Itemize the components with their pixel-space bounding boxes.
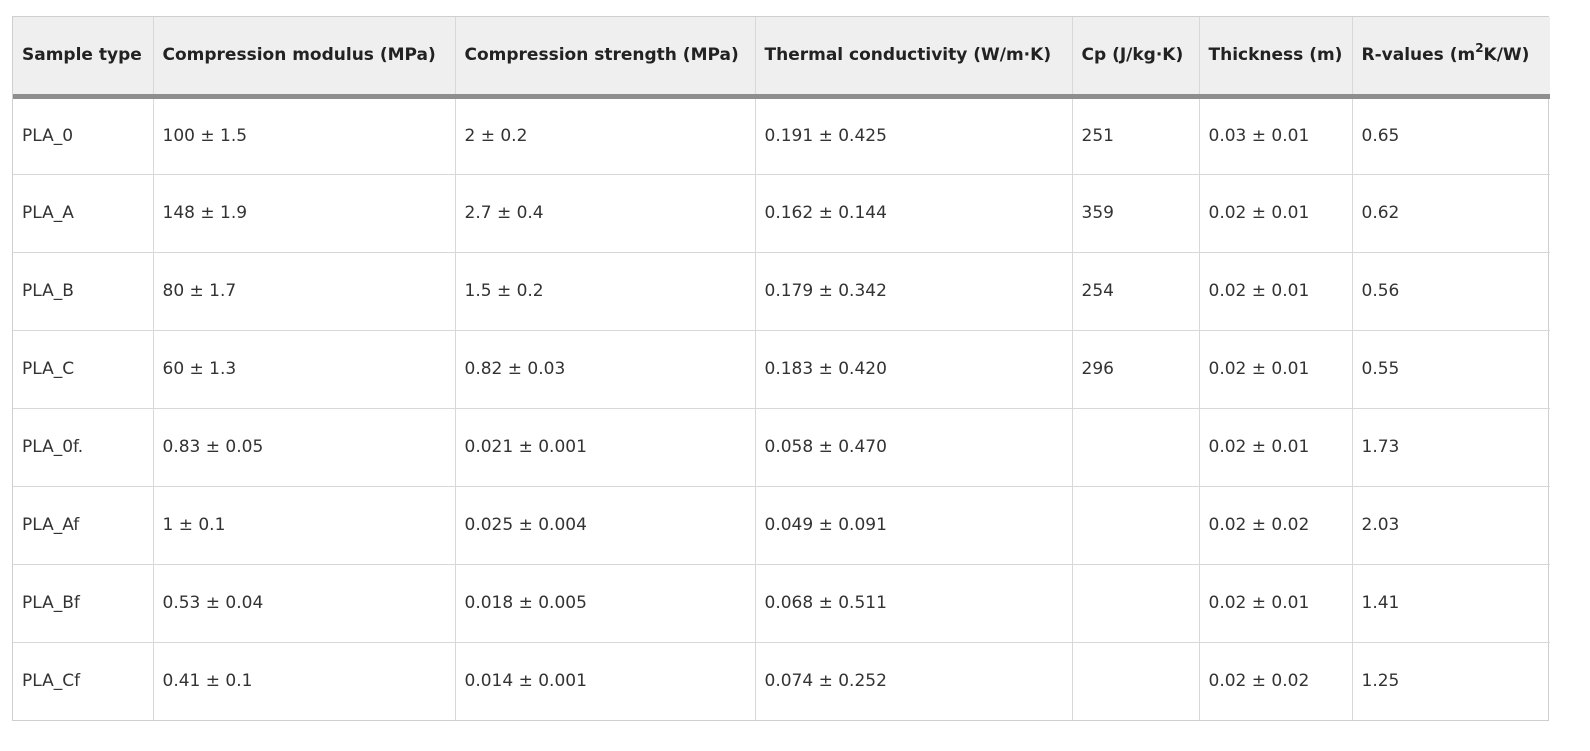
cell-compression-strength: 2 ± 0.2: [455, 96, 756, 175]
cell-compression-strength: 0.021 ± 0.001: [455, 408, 756, 487]
cell-thermal-conductivity: 0.162 ± 0.144: [755, 174, 1073, 253]
table-row: PLA_Cf 0.41 ± 0.1 0.014 ± 0.001 0.074 ± …: [13, 642, 1550, 720]
cell-cp: [1072, 642, 1200, 720]
cell-cp: 251: [1072, 96, 1200, 175]
header-r-values-prefix: R-values (m: [1361, 45, 1476, 66]
cell-cp: 254: [1072, 252, 1200, 331]
table-row: PLA_B 80 ± 1.7 1.5 ± 0.2 0.179 ± 0.342 2…: [13, 252, 1550, 331]
table-row: PLA_Bf 0.53 ± 0.04 0.018 ± 0.005 0.068 ±…: [13, 564, 1550, 643]
header-sample-type: Sample type: [13, 17, 154, 99]
cell-compression-strength: 0.82 ± 0.03: [455, 330, 756, 409]
header-cp: Cp (J/kg·K): [1072, 17, 1200, 99]
cell-thickness: 0.02 ± 0.01: [1199, 252, 1353, 331]
table-row: PLA_A 148 ± 1.9 2.7 ± 0.4 0.162 ± 0.144 …: [13, 174, 1550, 253]
header-thermal-conductivity: Thermal conductivity (W/m·K): [755, 17, 1073, 99]
cell-r-value: 0.55: [1352, 330, 1550, 409]
cell-cp: [1072, 408, 1200, 487]
cell-sample-type: PLA_0f.: [13, 408, 154, 487]
cell-r-value: 1.41: [1352, 564, 1550, 643]
cell-thermal-conductivity: 0.183 ± 0.420: [755, 330, 1073, 409]
header-thickness: Thickness (m): [1199, 17, 1353, 99]
cell-sample-type: PLA_B: [13, 252, 154, 331]
cell-sample-type: PLA_A: [13, 174, 154, 253]
cell-compression-strength: 0.018 ± 0.005: [455, 564, 756, 643]
header-row: Sample type Compression modulus (MPa) Co…: [13, 17, 1550, 99]
cell-thermal-conductivity: 0.074 ± 0.252: [755, 642, 1073, 720]
table-row: PLA_C 60 ± 1.3 0.82 ± 0.03 0.183 ± 0.420…: [13, 330, 1550, 409]
cell-compression-modulus: 148 ± 1.9: [153, 174, 456, 253]
cell-compression-modulus: 0.53 ± 0.04: [153, 564, 456, 643]
cell-thickness: 0.02 ± 0.01: [1199, 330, 1353, 409]
cell-thickness: 0.02 ± 0.02: [1199, 486, 1353, 565]
table-row: PLA_Af 1 ± 0.1 0.025 ± 0.004 0.049 ± 0.0…: [13, 486, 1550, 565]
data-table-container: Sample type Compression modulus (MPa) Co…: [12, 16, 1550, 721]
cell-thermal-conductivity: 0.179 ± 0.342: [755, 252, 1073, 331]
cell-thickness: 0.02 ± 0.01: [1199, 408, 1353, 487]
cell-sample-type: PLA_Bf: [13, 564, 154, 643]
cell-compression-strength: 0.025 ± 0.004: [455, 486, 756, 565]
cell-sample-type: PLA_0: [13, 96, 154, 175]
cell-thickness: 0.02 ± 0.02: [1199, 642, 1353, 720]
cell-compression-modulus: 60 ± 1.3: [153, 330, 456, 409]
cell-sample-type: PLA_Af: [13, 486, 154, 565]
header-r-values-suffix: K/W): [1483, 45, 1530, 66]
cell-sample-type: PLA_C: [13, 330, 154, 409]
table-row: PLA_0f. 0.83 ± 0.05 0.021 ± 0.001 0.058 …: [13, 408, 1550, 487]
cell-compression-modulus: 1 ± 0.1: [153, 486, 456, 565]
cell-compression-strength: 2.7 ± 0.4: [455, 174, 756, 253]
cell-r-value: 0.65: [1352, 96, 1550, 175]
cell-cp: 359: [1072, 174, 1200, 253]
cell-r-value: 1.73: [1352, 408, 1550, 487]
cell-compression-modulus: 0.41 ± 0.1: [153, 642, 456, 720]
cell-r-value: 2.03: [1352, 486, 1550, 565]
header-compression-strength: Compression strength (MPa): [455, 17, 756, 99]
cell-compression-strength: 0.014 ± 0.001: [455, 642, 756, 720]
header-r-values: R-values (m2K/W): [1352, 17, 1550, 99]
cell-thermal-conductivity: 0.191 ± 0.425: [755, 96, 1073, 175]
cell-thermal-conductivity: 0.068 ± 0.511: [755, 564, 1073, 643]
cell-thickness: 0.02 ± 0.01: [1199, 564, 1353, 643]
cell-sample-type: PLA_Cf: [13, 642, 154, 720]
properties-table: Sample type Compression modulus (MPa) Co…: [13, 17, 1550, 720]
cell-compression-modulus: 0.83 ± 0.05: [153, 408, 456, 487]
table-row: PLA_0 100 ± 1.5 2 ± 0.2 0.191 ± 0.425 25…: [13, 96, 1550, 175]
header-compression-modulus: Compression modulus (MPa): [153, 17, 456, 99]
cell-thickness: 0.03 ± 0.01: [1199, 96, 1353, 175]
cell-r-value: 0.62: [1352, 174, 1550, 253]
cell-compression-modulus: 100 ± 1.5: [153, 96, 456, 175]
cell-thickness: 0.02 ± 0.01: [1199, 174, 1353, 253]
cell-thermal-conductivity: 0.049 ± 0.091: [755, 486, 1073, 565]
cell-cp: [1072, 564, 1200, 643]
header-r-values-sup: 2: [1475, 40, 1484, 55]
cell-r-value: 1.25: [1361, 671, 1400, 692]
cell-cp: [1072, 486, 1200, 565]
cell-compression-strength: 1.5 ± 0.2: [455, 252, 756, 331]
cell-cp: 296: [1072, 330, 1200, 409]
cell-r-value: 0.56: [1352, 252, 1550, 331]
cell-compression-modulus: 80 ± 1.7: [153, 252, 456, 331]
cell-thermal-conductivity: 0.058 ± 0.470: [755, 408, 1073, 487]
